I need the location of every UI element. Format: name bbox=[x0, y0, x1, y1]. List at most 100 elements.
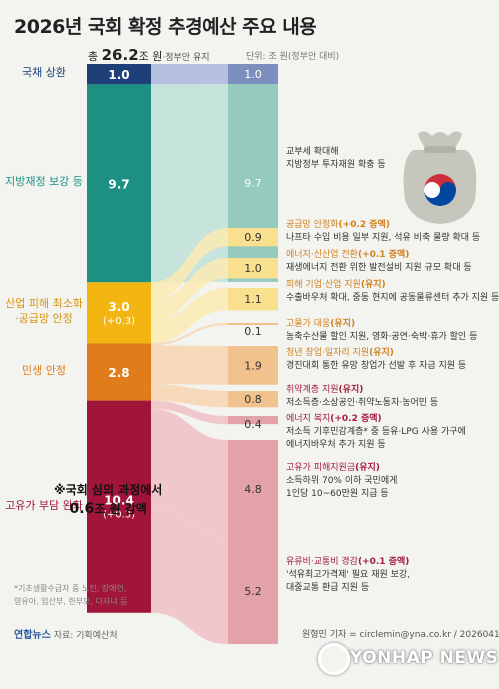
watermark-icon bbox=[318, 643, 350, 675]
item-bar-6 bbox=[228, 346, 278, 385]
item-desc-7-0: 저소득층·소상공인·취약노동자·농어민 등 bbox=[286, 398, 439, 409]
item-bar-3 bbox=[228, 258, 278, 279]
item-annotation-9: 고유가 피해지원금(유지) 소득하위 70% 이하 국민에게 1인당 10~60만원… bbox=[286, 462, 397, 501]
source: 연합뉴스 자료: 기획예산처 bbox=[14, 626, 118, 641]
item-annotation-4: 피해 기업·산업 지원(유지) 수출바우처 확대, 중동 현지에 공동물류센터 추… bbox=[286, 279, 499, 305]
item-bar-10 bbox=[228, 538, 278, 645]
item-value-6: 1.9 bbox=[244, 359, 262, 372]
item-value-8: 0.4 bbox=[244, 418, 262, 431]
item-desc-3-0: 재생에너지 전환 위한 발전설비 지원 규모 확대 등 bbox=[286, 263, 472, 274]
item-desc-10-1: 대중교통 환급 지원 등 bbox=[286, 583, 370, 594]
item-desc-9-1: 1인당 10~60만원 지급 등 bbox=[286, 489, 389, 500]
yonhap-logo: 연합뉴스 bbox=[14, 630, 51, 641]
footnote-line1: *기초생활수급자 중 노인, 장애인, bbox=[14, 584, 127, 593]
reduction-note: ※국회 심의 과정에서 0.6조 원 감액 bbox=[54, 481, 162, 520]
flow-4 bbox=[151, 288, 228, 344]
item-annotation-10: 유류비·교통비 경감(+0.1 증액) '석유최고가격제' 필요 재원 보강, 대중… bbox=[286, 556, 410, 595]
page-title: 2026년 국회 확정 추경예산 주요 내용 bbox=[14, 16, 317, 38]
item-title-3: 에너지·신산업 전환(+0.1 증액) bbox=[286, 250, 410, 260]
category-bar-2 bbox=[87, 282, 151, 344]
flow-7 bbox=[151, 384, 228, 408]
total-label: 총 26.2조 원·정부안 유지 bbox=[88, 46, 210, 64]
item-desc-5-0: 농축수산물 할인 지원, 영화·공연·숙박·휴가 할인 등 bbox=[286, 332, 478, 343]
item-bar-0 bbox=[228, 64, 278, 85]
item-value-4: 1.1 bbox=[244, 293, 262, 306]
item-bar-7 bbox=[228, 391, 278, 408]
item-title-8: 에너지 복지(+0.2 증액) bbox=[286, 414, 382, 424]
item-value-5: 0.1 bbox=[244, 325, 262, 338]
reduction-note-value: 0.6 bbox=[69, 501, 95, 517]
category-bar-1 bbox=[87, 84, 151, 283]
reduction-note-line1: ※국회 심의 과정에서 bbox=[54, 483, 163, 497]
item-annotation-8: 에너지 복지(+0.2 증액) 저소득 기후민감계층* 중 등유·LPG 사용 가… bbox=[286, 413, 466, 452]
total-value: 26.2 bbox=[101, 46, 139, 64]
item-desc-9-0: 소득하위 70% 이하 국민에게 bbox=[286, 476, 398, 487]
source-text: 자료: 기획예산처 bbox=[53, 631, 118, 641]
reduction-note-line2: 조 원 감액 bbox=[94, 502, 147, 516]
item-annotation-7: 취약계층 지원(유지) 저소득층·소상공인·취약노동자·농어민 등 bbox=[286, 384, 438, 410]
item-desc-8-1: 에너지바우처 추가 지원 등 bbox=[286, 440, 386, 451]
item-bar-4 bbox=[228, 288, 278, 311]
item-title-6: 청년 창업·일자리 지원(유지) bbox=[286, 348, 394, 358]
watermark-text: YONHAP NEWS bbox=[350, 648, 499, 668]
item-desc-4-0: 수출바우처 확대, 중동 현지에 공동물류센터 추가 지원 등 bbox=[286, 293, 499, 304]
item-value-10: 5.2 bbox=[244, 585, 262, 598]
category-value-4: 10.4 bbox=[104, 494, 134, 508]
item-desc-10-0: '석유최고가격제' 필요 재원 보강, bbox=[286, 570, 411, 581]
category-change-4: (+0.3) bbox=[103, 510, 135, 521]
category-label-4: 고유가 부담 완화 bbox=[5, 498, 83, 512]
item-desc-8-0: 저소득 기후민감계층* 중 등유·LPG 사용 가구에 bbox=[286, 427, 466, 438]
item-bar-2 bbox=[228, 228, 278, 247]
flow-0 bbox=[151, 64, 228, 85]
unit-note: 단위: 조 원(정부안 대비) bbox=[246, 52, 340, 62]
item-annotation-5: 고물가 대응(유지) 농축수산물 할인 지원, 영화·공연·숙박·휴가 할인 등 bbox=[286, 318, 477, 344]
total-suffix: ·정부안 유지 bbox=[162, 53, 210, 63]
flow-10 bbox=[151, 506, 228, 645]
flow-9 bbox=[151, 408, 228, 538]
flow-2 bbox=[151, 228, 228, 301]
total-unit: 조 원 bbox=[138, 50, 163, 63]
category-change-2: (+0.3) bbox=[103, 316, 135, 327]
category-bar-4 bbox=[87, 400, 151, 613]
item-bar-5 bbox=[228, 323, 278, 326]
flow-5 bbox=[151, 323, 228, 346]
flow-3 bbox=[151, 258, 228, 322]
item-annotation-2: 공급망 안정화(+0.2 증액) 나프타 수입 비용 일부 지원, 석유 비축 물… bbox=[286, 219, 480, 245]
item-bar-9 bbox=[228, 440, 278, 538]
category-bar-0 bbox=[87, 64, 151, 85]
credit: 원형민 기자 = circlemin@yna.co.kr / 20260410 bbox=[302, 630, 499, 640]
item-desc-1-1: 지방정부 투자재원 확충 등 bbox=[286, 160, 386, 171]
item-value-3: 1.0 bbox=[244, 262, 262, 275]
category-label-3: 민생 안정 bbox=[22, 364, 66, 378]
footnote: *기초생활수급자 중 노인, 장애인, 영유아, 임산부, 한부모, 다자녀 등 bbox=[14, 583, 127, 609]
item-title-7: 취약계층 지원(유지) bbox=[286, 385, 364, 395]
flow-1 bbox=[151, 84, 228, 283]
category-label-2: 산업 피해 최소화 ·공급망 안정 bbox=[5, 296, 83, 325]
item-title-10: 유류비·교통비 경감(+0.1 증액) bbox=[286, 557, 410, 567]
flow-8 bbox=[151, 400, 228, 425]
total-prefix: 총 bbox=[88, 50, 102, 63]
item-title-5: 고물가 대응(유지) bbox=[286, 319, 356, 329]
item-value-9: 4.8 bbox=[244, 483, 262, 496]
item-annotation-3: 에너지·신산업 전환(+0.1 증액) 재생에너지 전환 위한 발전설비 지원 규… bbox=[286, 249, 472, 275]
item-desc-1-0: 교부세 확대해 bbox=[286, 147, 339, 157]
category-label-1: 지방재정 보강 등 bbox=[5, 175, 83, 189]
category-bar-3 bbox=[87, 343, 151, 401]
item-bar-1 bbox=[228, 84, 278, 282]
watermark: YONHAP NEWS bbox=[318, 648, 498, 668]
category-value-3: 2.8 bbox=[108, 366, 129, 380]
category-value-2: 3.0 bbox=[108, 300, 129, 314]
item-bar-8 bbox=[228, 416, 278, 425]
item-annotation-6: 청년 창업·일자리 지원(유지) 경진대회 통한 유망 창업가 선발 후 자금 지… bbox=[286, 347, 466, 373]
item-title-2: 공급망 안정화(+0.2 증액) bbox=[286, 220, 390, 230]
footnote-line2: 영유아, 임산부, 한부모, 다자녀 등 bbox=[14, 596, 128, 606]
category-label-0: 국채 상환 bbox=[22, 66, 66, 80]
item-desc-2-0: 나프타 수입 비용 일부 지원, 석유 비축 물량 확대 등 bbox=[286, 233, 481, 244]
item-value-7: 0.8 bbox=[244, 393, 262, 406]
category-value-0: 1.0 bbox=[108, 68, 129, 82]
money-bag-icon bbox=[403, 131, 477, 224]
item-value-0: 1.0 bbox=[244, 68, 262, 81]
item-title-4: 피해 기업·산업 지원(유지) bbox=[286, 280, 386, 290]
